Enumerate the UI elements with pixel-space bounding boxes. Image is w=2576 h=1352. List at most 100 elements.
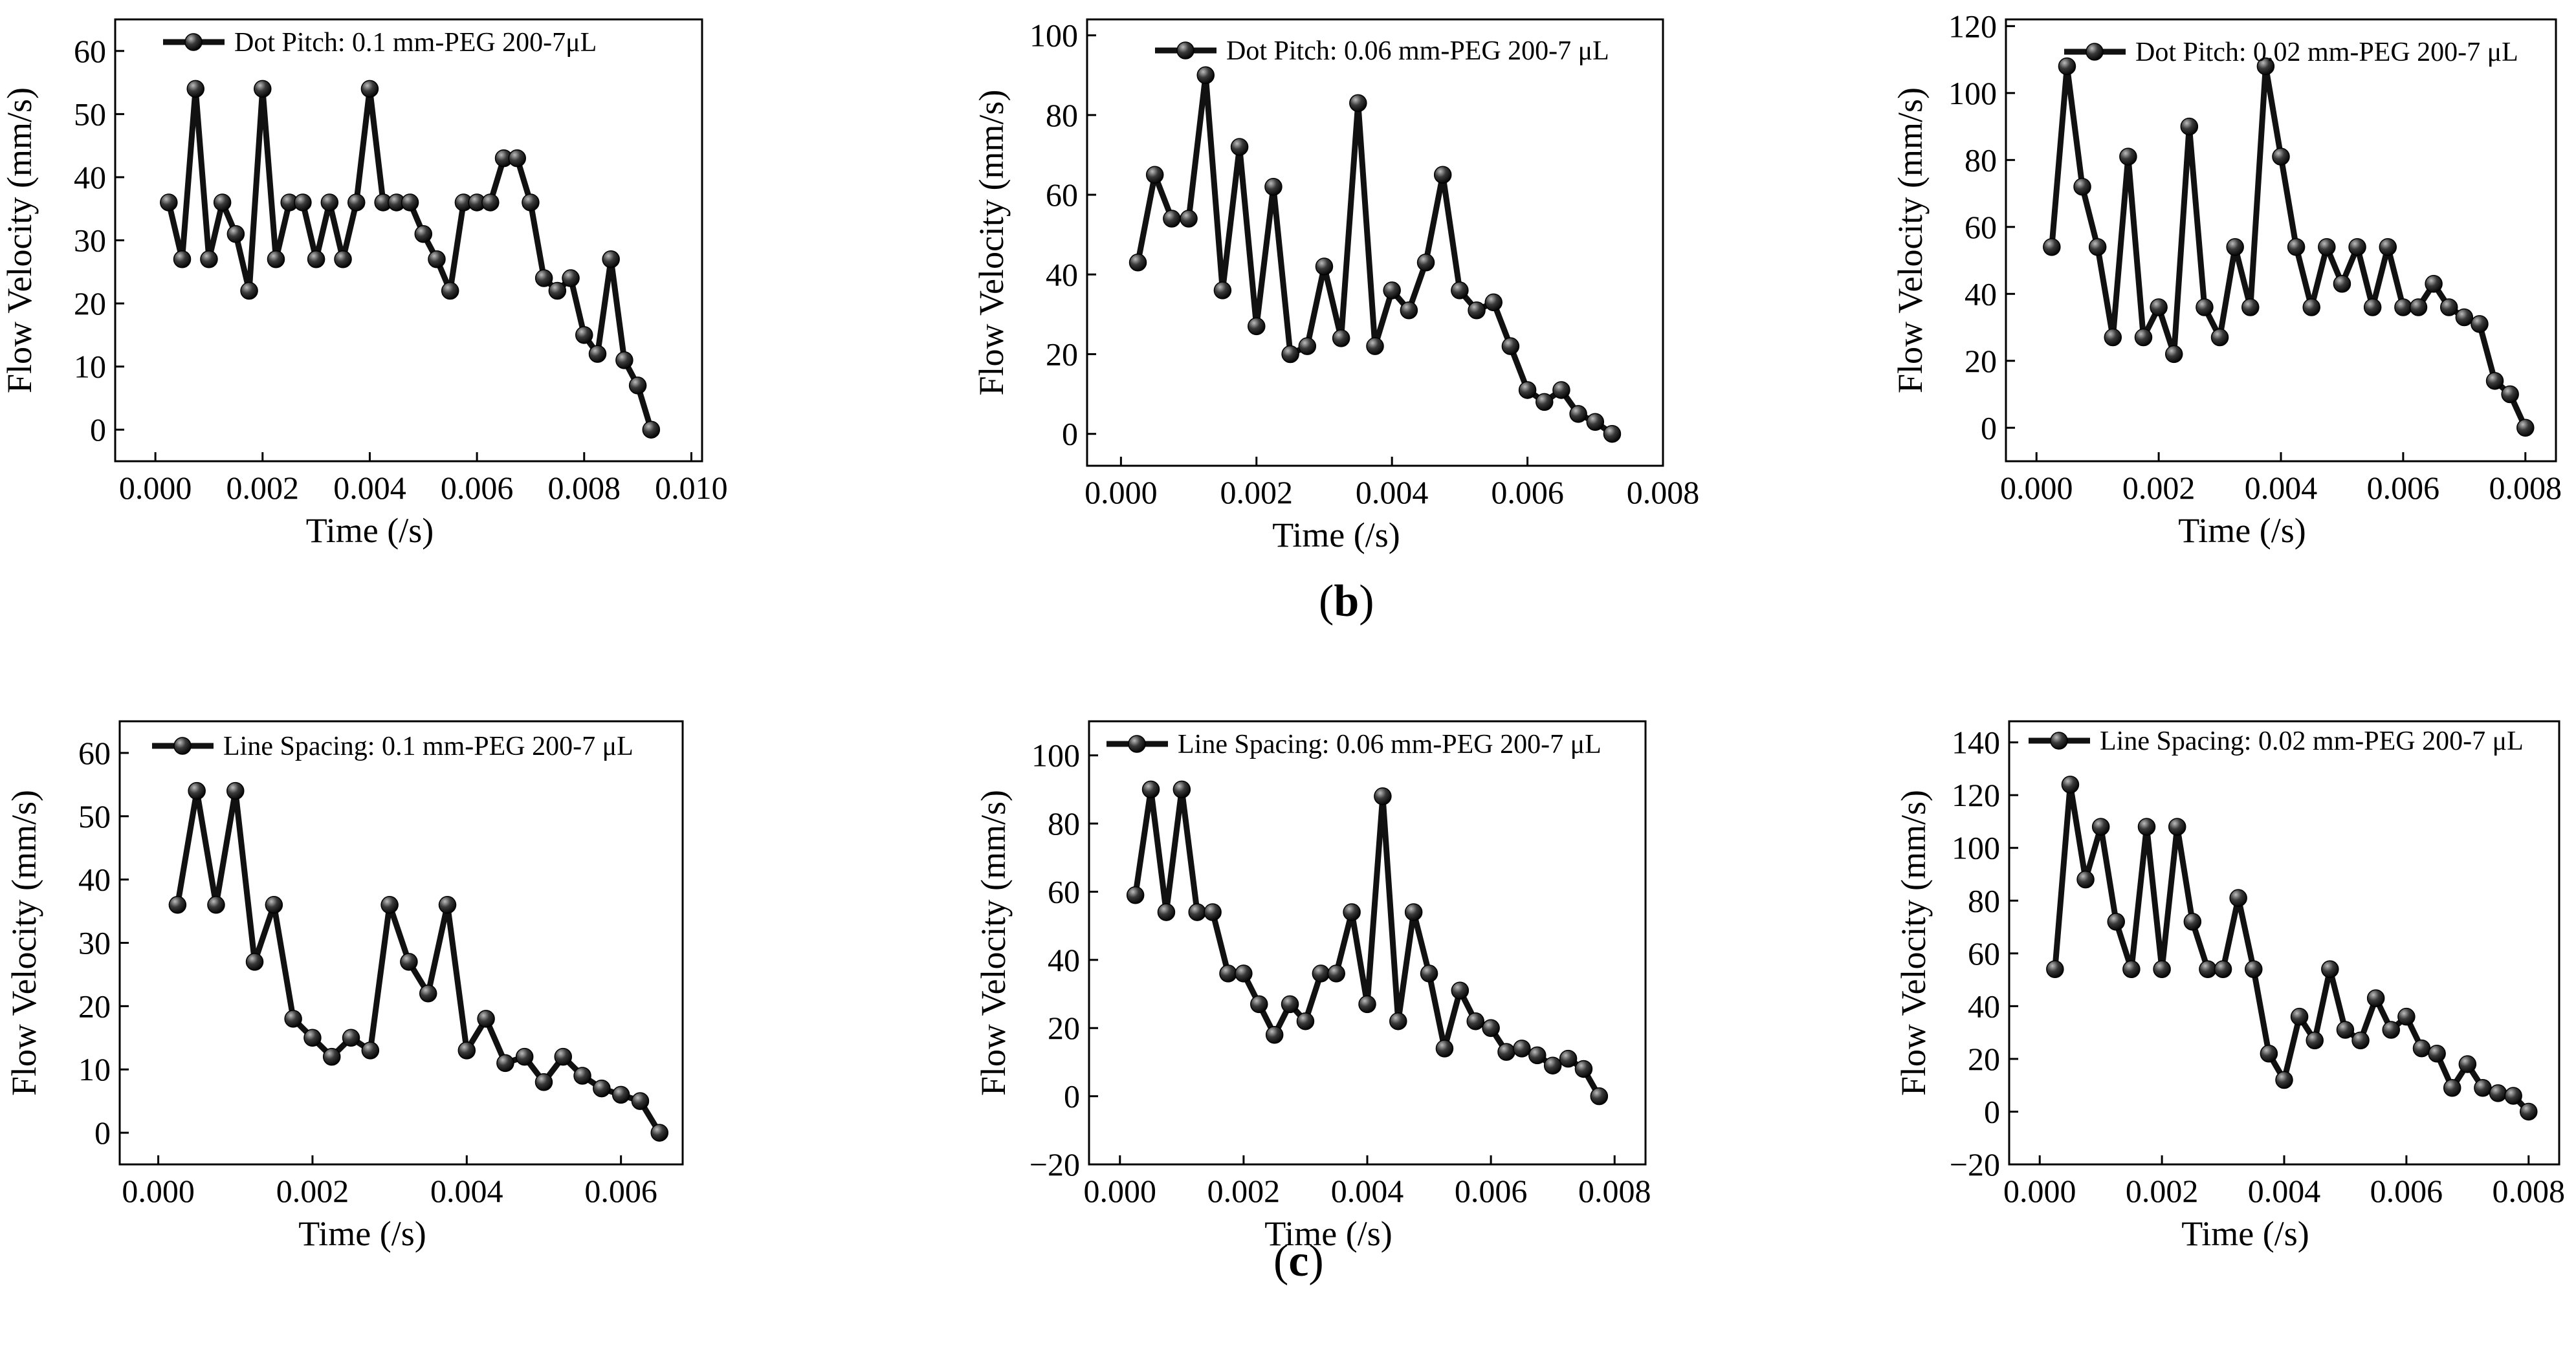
data-point [1552,381,1570,399]
data-point [360,80,379,98]
y-tick-label: 60 [1048,873,1080,910]
x-tick-label: 0.006 [1491,474,1564,510]
data-point [1248,317,1266,336]
x-tick-label: 0.006 [1455,1173,1528,1209]
data-point [1559,1049,1578,1068]
data-point [2412,1039,2431,1058]
y-tick-label: 0 [1984,1093,2000,1129]
data-point [245,953,264,971]
legend-label: Line Spacing: 0.02 mm-PEG 200-7 μL [2100,726,2524,756]
x-tick-label: 0.000 [119,470,192,506]
data-point [2122,960,2141,979]
data-point [1265,1026,1284,1044]
data-point [2471,315,2489,333]
y-axis-label: Flow Velocity (mm/s) [1891,87,1930,393]
x-tick-label: 0.002 [276,1173,349,1209]
data-point [2058,57,2076,76]
x-tick-label: 0.000 [2003,1173,2076,1209]
data-point [294,193,312,212]
data-point [414,224,433,243]
y-tick-label: 20 [78,988,111,1024]
data-point [2272,147,2290,166]
x-axis-label: Time (/s) [2178,511,2306,550]
y-tick-label: 60 [74,33,106,69]
data-point [2504,1087,2522,1105]
data-point [2076,870,2095,889]
y-tick-label: 60 [1046,177,1078,213]
x-tick-label: 0.004 [1331,1173,1404,1209]
legend-label: Dot Pitch: 0.02 mm-PEG 200-7 μL [2135,38,2518,67]
x-tick-label: 0.010 [655,470,728,506]
chart-panel-5: 0.000 0.002 0.004 0.006 0.008 −20 0 20 40 60 80 100… [974,720,1651,1253]
legend-marker [2086,43,2104,61]
data-point [2302,298,2320,316]
legend-label: Dot Pitch: 0.1 mm-PEG 200-7μL [234,28,597,58]
data-point [1250,995,1268,1014]
x-axis-label: Time (/s) [2181,1214,2309,1253]
x-tick-label: 0.004 [430,1173,503,1209]
y-tick-label: 100 [1952,830,2000,866]
data-point [615,351,633,369]
data-point [334,250,352,268]
data-point [254,80,272,98]
x-tick-label: 0.008 [2493,1173,2566,1209]
data-point [2183,913,2202,931]
data-point [342,1029,360,1047]
panel-caption-c: (c) [1273,1236,1324,1286]
data-point [1420,965,1438,983]
x-tick-label: 0.002 [1207,1173,1281,1209]
data-point [593,1079,611,1098]
data-point [2516,419,2535,437]
data-point [226,781,245,800]
series-line [2052,781,2531,1114]
data-point [588,345,607,363]
legend-marker [173,737,192,755]
data-point [1383,281,1401,300]
y-tick-label: 20 [74,285,106,322]
data-point [534,1073,553,1091]
legend-label: Dot Pitch: 0.06 mm-PEG 200-7 μL [1226,36,1609,66]
data-point [642,420,661,439]
data-point [477,1010,495,1028]
data-point [2455,308,2474,327]
data-point [2363,298,2382,316]
x-axis-label: Time (/s) [1272,516,1400,554]
data-point [2318,238,2336,256]
data-point [2241,298,2260,316]
data-point [1543,1056,1562,1074]
panel-caption-b: (b) [1319,576,1374,626]
y-tick-label: 60 [78,735,111,771]
plot-frame [2008,720,2560,1166]
data-point [207,896,225,914]
y-tick-label: 10 [74,349,106,385]
data-point [2046,960,2064,979]
data-point [2333,275,2351,293]
data-point [2164,345,2183,364]
y-tick-label: 80 [1048,805,1080,842]
y-tick-label: 100 [1029,17,1078,54]
data-point [2091,818,2110,836]
x-tick-label: 0.008 [1627,474,1700,510]
data-point [428,250,446,268]
y-tick-label: 120 [1952,777,2000,813]
legend-marker [184,33,203,51]
data-point [611,1085,630,1104]
data-point [1332,329,1350,347]
data-point [2073,177,2091,196]
data-point [1603,424,1622,443]
data-point [2229,889,2247,907]
y-tick-label: 20 [1965,343,1997,379]
data-point [1451,281,1469,300]
y-tick-label: 40 [1965,276,1997,312]
y-tick-label: 120 [1948,8,1997,44]
data-point [1172,780,1191,799]
data-point [1586,413,1605,431]
data-point [186,80,204,98]
data-point [1204,903,1222,921]
data-point [2245,960,2263,979]
data-point [2107,913,2126,931]
data-point [2425,275,2443,293]
y-tick-label: 20 [1048,1010,1080,1046]
x-axis-label: Time (/s) [306,511,434,550]
x-tick-label: 0.008 [2489,470,2562,506]
